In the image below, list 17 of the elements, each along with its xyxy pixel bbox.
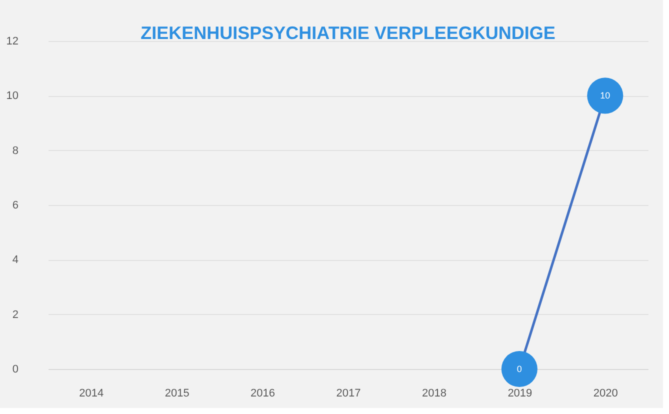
- data-label: 0: [516, 364, 522, 374]
- y-tick-label: 4: [12, 254, 18, 266]
- x-tick-label: 2017: [336, 388, 361, 400]
- y-tick-label: 6: [12, 200, 18, 212]
- y-tick-label: 8: [12, 144, 18, 157]
- x-tick-label: 2020: [593, 388, 618, 400]
- x-tick-label: 2016: [250, 388, 276, 400]
- chart-title: ZIEKENHUISPSYCHIATRIE VERPLEEGKUNDIGE: [140, 23, 556, 43]
- data-label: 10: [600, 90, 610, 101]
- x-tick-label: 2018: [422, 388, 446, 400]
- y-tick-label: 2: [12, 308, 18, 321]
- x-tick-label: 2014: [79, 388, 104, 400]
- y-tick-label: 10: [6, 90, 18, 102]
- y-tick-label: 12: [6, 36, 18, 48]
- x-tick-label: 2015: [164, 388, 190, 400]
- x-tick-label: 2019: [508, 388, 532, 400]
- y-tick-label: 0: [12, 364, 18, 376]
